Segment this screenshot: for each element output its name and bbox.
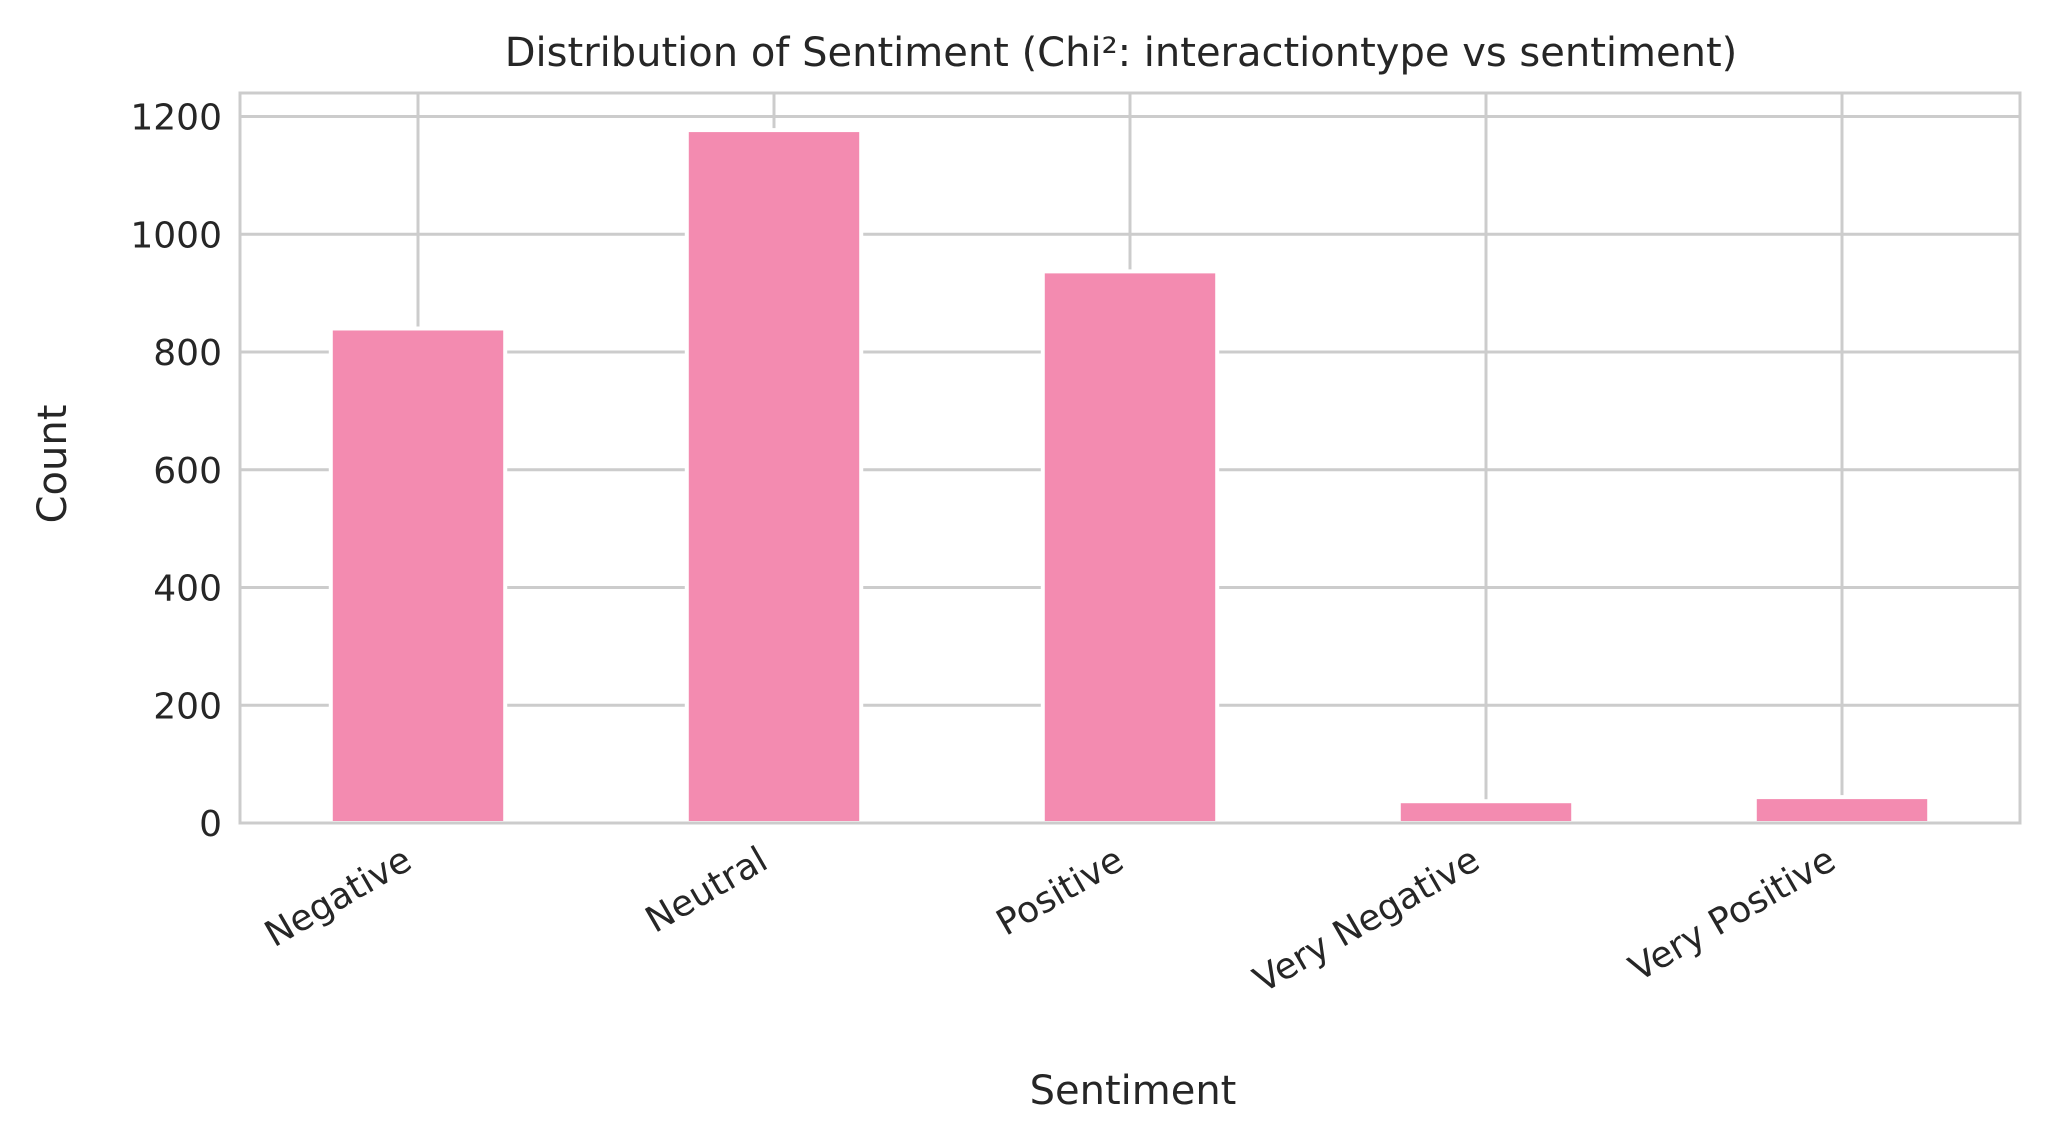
- chart-title: Distribution of Sentiment (Chi²: interac…: [505, 30, 1737, 76]
- y-tick-label: 1200: [130, 98, 222, 139]
- y-tick-label: 800: [153, 333, 222, 374]
- bars-group: [328, 128, 1932, 826]
- y-tick-labels: 0 200 400 600 800 1000 1200: [130, 98, 222, 845]
- y-tick-label: 200: [153, 686, 222, 727]
- bar-positive: [1040, 269, 1220, 825]
- y-tick-label: 0: [199, 804, 222, 845]
- y-tick-label: 400: [153, 569, 222, 610]
- y-tick-label: 1000: [130, 215, 222, 256]
- bar-negative: [328, 326, 508, 825]
- x-axis-label: Sentiment: [1030, 1068, 1237, 1114]
- y-tick-label: 600: [153, 451, 222, 492]
- bar-very-negative: [1396, 799, 1576, 825]
- bar-neutral: [684, 128, 864, 826]
- plot-frame: [238, 91, 2022, 825]
- bar-very-positive: [1752, 795, 1932, 826]
- y-axis-label: Count: [30, 405, 76, 524]
